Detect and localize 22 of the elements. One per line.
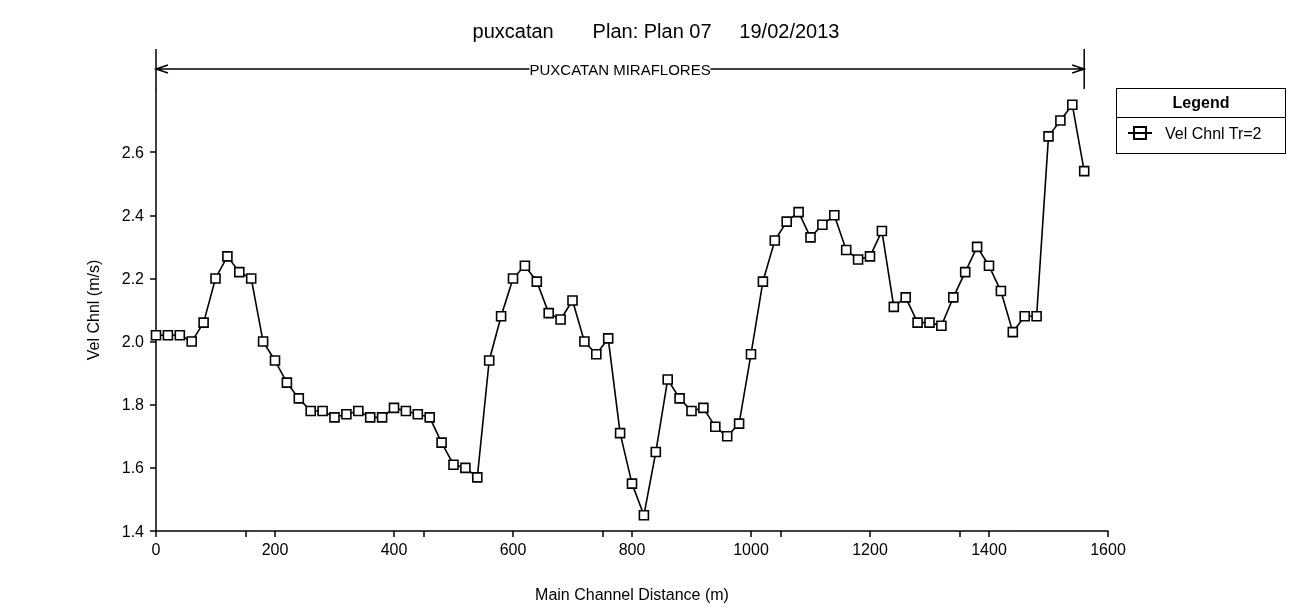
y-tick-label: 1.4 [121, 522, 145, 540]
legend-label: Vel Chnl Tr=2 [1165, 124, 1262, 142]
chart-title: puxcatan Plan: Plan 07 19/02/2013 [472, 20, 840, 42]
text: PUXCATAN MIRAFLORES [529, 60, 711, 78]
y-tick-label: 2.6 [121, 143, 145, 161]
x-tick-label: 800 [618, 540, 646, 558]
x-tick-label: 1400 [971, 540, 1007, 558]
y-axis-title: Vel Chnl (m/s) [84, 259, 102, 361]
y-tick-label: 1.6 [121, 459, 145, 477]
x-tick-label: 0 [151, 540, 161, 558]
x-tick-label: 400 [380, 540, 408, 558]
y-tick-label: 2.0 [121, 333, 145, 351]
x-tick-label: 1200 [852, 540, 888, 558]
x-tick-label: 1600 [1090, 540, 1126, 558]
x-tick-label: 600 [499, 540, 527, 558]
x-tick-label: 1000 [733, 540, 769, 558]
y-tick-label: 2.2 [121, 269, 145, 287]
y-tick-label: 2.4 [121, 206, 145, 224]
y-tick-label: 1.8 [121, 396, 145, 414]
x-axis-title: Main Channel Distance (m) [535, 585, 729, 603]
legend-title: Legend [1117, 89, 1285, 118]
x-tick-label: 200 [261, 540, 289, 558]
